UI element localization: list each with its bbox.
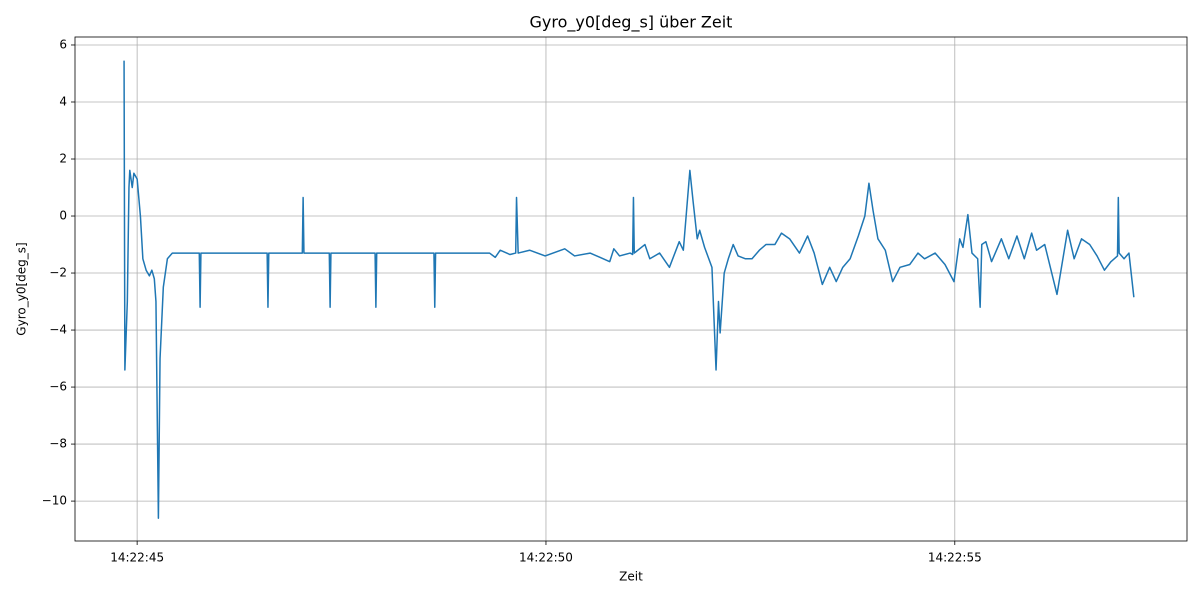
y-tick-label: 4 — [59, 94, 67, 108]
x-tick-label: 14:22:50 — [519, 551, 573, 565]
x-axis-label: Zeit — [619, 570, 643, 584]
y-tick-label: −4 — [49, 323, 67, 337]
chart-title: Gyro_y0[deg_s] über Zeit — [530, 13, 733, 33]
data-line — [123, 60, 1135, 519]
y-tick-label: 6 — [59, 37, 67, 51]
y-tick-label: −6 — [49, 380, 67, 394]
plot-frame — [74, 36, 1188, 542]
y-tick-label: 2 — [59, 152, 67, 166]
y-tick-label: −8 — [49, 437, 67, 451]
y-tick-label: −10 — [42, 494, 67, 508]
x-tick-label: 14:22:55 — [928, 551, 982, 565]
y-axis-label: Gyro_y0[deg_s] — [15, 242, 29, 335]
x-tick-label: 14:22:45 — [110, 551, 164, 565]
y-tick-label: 0 — [59, 209, 67, 223]
y-tick-label: −2 — [49, 266, 67, 280]
